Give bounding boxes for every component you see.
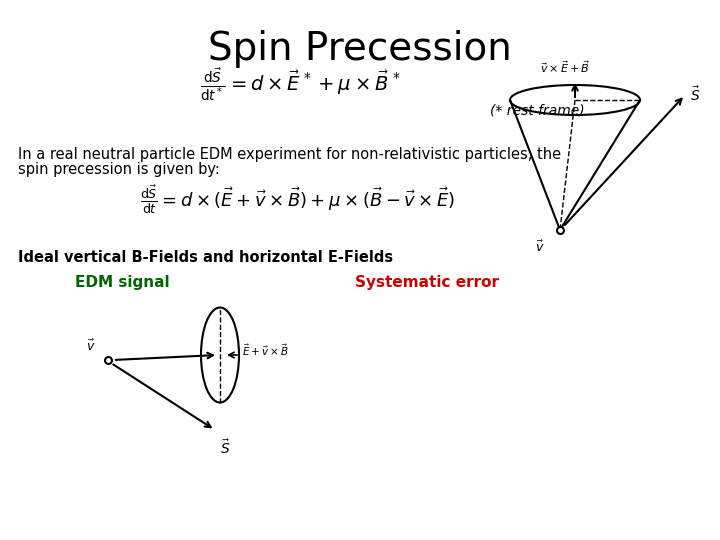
Text: $\vec{v}$: $\vec{v}$ xyxy=(86,339,96,354)
Text: Spin Precession: Spin Precession xyxy=(208,30,512,68)
Text: spin precession is given by:: spin precession is given by: xyxy=(18,162,220,177)
Text: $\vec{S}$: $\vec{S}$ xyxy=(220,438,230,457)
Text: Ideal vertical B-Fields and horizontal E-Fields: Ideal vertical B-Fields and horizontal E… xyxy=(18,250,393,265)
Text: $\vec{v}$: $\vec{v}$ xyxy=(536,240,545,255)
Text: $\frac{\mathrm{d}\vec{S}}{\mathrm{d}t} = d \times (\vec{E} + \vec{v} \times \vec: $\frac{\mathrm{d}\vec{S}}{\mathrm{d}t} =… xyxy=(140,184,455,217)
Text: $\vec{S}$: $\vec{S}$ xyxy=(690,86,701,104)
Text: $\frac{\mathrm{d}\vec{S}}{\mathrm{d}t^*} = d \times \vec{E}^{\,*} + \mu \times \: $\frac{\mathrm{d}\vec{S}}{\mathrm{d}t^*}… xyxy=(200,66,401,104)
Text: In a real neutral particle EDM experiment for non-relativistic particles, the: In a real neutral particle EDM experimen… xyxy=(18,147,561,162)
Text: EDM signal: EDM signal xyxy=(75,275,170,290)
Text: (* rest frame): (* rest frame) xyxy=(490,103,585,117)
Text: Systematic error: Systematic error xyxy=(355,275,499,290)
Text: $\vec{E}+\vec{v}\times\vec{B}$: $\vec{E}+\vec{v}\times\vec{B}$ xyxy=(242,342,289,357)
Text: $\vec{v}\times\vec{E}+\vec{B}$: $\vec{v}\times\vec{E}+\vec{B}$ xyxy=(540,59,590,75)
